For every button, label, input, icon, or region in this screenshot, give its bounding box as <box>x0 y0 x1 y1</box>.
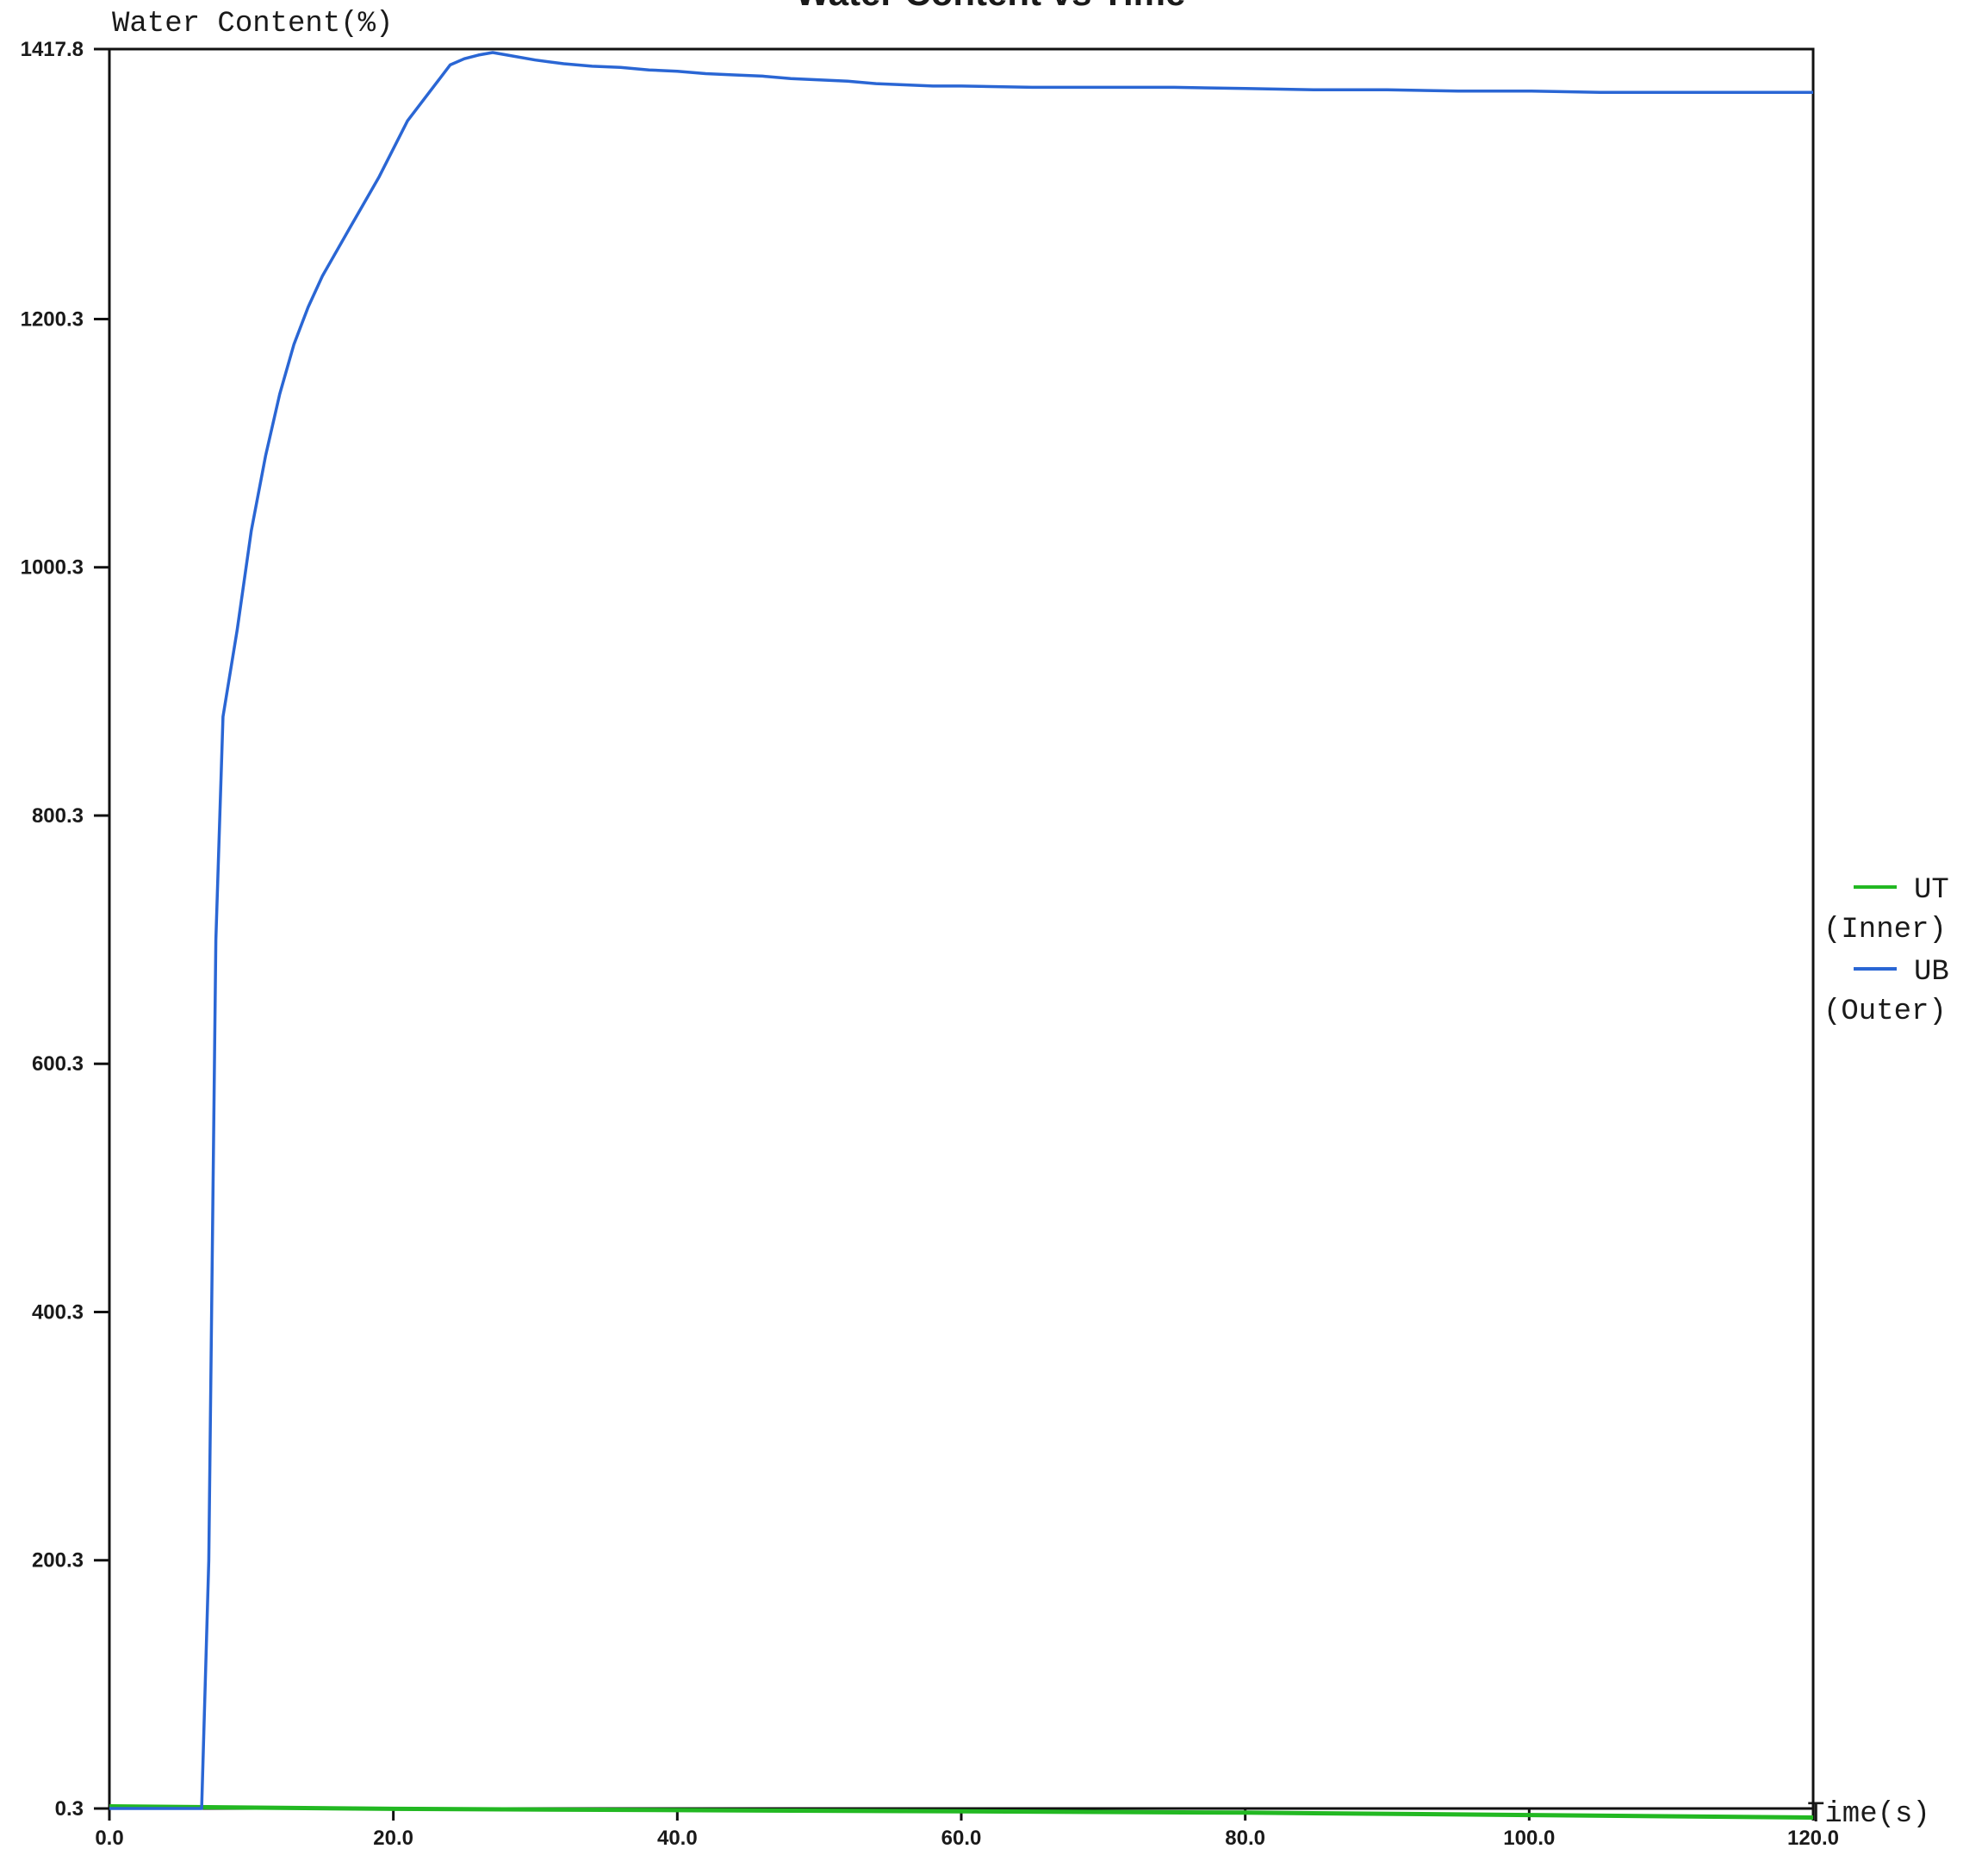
legend-label: (Outer) <box>1823 996 1947 1028</box>
y-tick-label: 1200.3 <box>21 307 84 331</box>
x-tick-label: 80.0 <box>1225 1827 1265 1850</box>
plot-frame <box>108 47 1815 1810</box>
legend-label: UT <box>1914 874 1949 907</box>
y-tick-label: 200.3 <box>32 1549 84 1573</box>
legend: UT (Inner) UB (Outer) <box>1823 874 1949 1028</box>
series-lines <box>109 51 1814 1820</box>
x-tick-label: 60.0 <box>941 1827 982 1850</box>
y-tick-label: 1417.8 <box>21 38 84 61</box>
series-line-ut-inner <box>109 1804 1814 1820</box>
axis-ticks: 0.3 200.3 400.3 600.3 800.3 1000.3 1200.3 1417.… <box>21 38 1839 1850</box>
chart-title: Water Content vs Time <box>796 0 1186 13</box>
y-tick-label: 400.3 <box>32 1300 84 1324</box>
x-axis-title: Time(s) <box>1807 1798 1930 1831</box>
y-tick-label: 800.3 <box>32 804 84 828</box>
y-tick-label: 0.3 <box>55 1797 84 1821</box>
x-tick-label: 120.0 <box>1787 1827 1839 1850</box>
x-tick-label: 20.0 <box>373 1827 413 1850</box>
legend-label: UB <box>1914 956 1949 989</box>
x-tick-label: 100.0 <box>1503 1827 1555 1850</box>
x-tick-label: 40.0 <box>657 1827 698 1850</box>
y-tick-label: 600.3 <box>32 1052 84 1076</box>
x-tick-label: 0.0 <box>95 1827 123 1850</box>
y-tick-label: 1000.3 <box>21 556 84 580</box>
legend-label: (Inner) <box>1823 914 1947 946</box>
y-axis-title: Water Content(%) <box>112 8 393 40</box>
series-line-ub-outer <box>109 51 1813 1810</box>
